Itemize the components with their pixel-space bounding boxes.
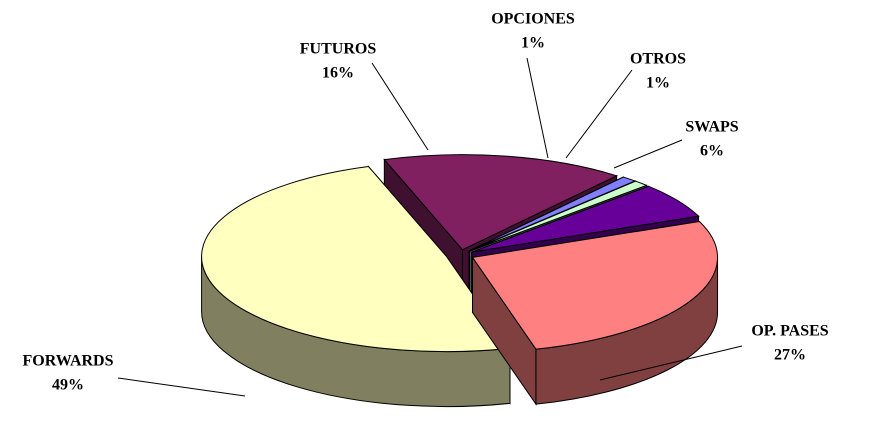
slice-label: FORWARDS bbox=[23, 353, 114, 370]
slice-label: OPCIONES bbox=[491, 11, 575, 28]
slice-label: OP. PASES bbox=[751, 323, 828, 340]
slice-label: FUTUROS bbox=[300, 41, 377, 58]
leader-line bbox=[599, 345, 743, 381]
slice bbox=[383, 154, 619, 251]
slice-label: OTROS bbox=[630, 51, 686, 68]
leader-line bbox=[526, 57, 549, 159]
slice bbox=[201, 166, 511, 353]
slice-value-label: 16% bbox=[322, 65, 354, 82]
slice-label: SWAPS bbox=[685, 119, 738, 136]
slice bbox=[471, 185, 700, 253]
slice-value-label: 1% bbox=[521, 35, 545, 52]
slice-value-label: 1% bbox=[646, 75, 670, 92]
slice-value-label: 27% bbox=[774, 347, 806, 364]
leader-line bbox=[565, 69, 633, 159]
leader-line bbox=[613, 139, 683, 169]
leader-line bbox=[371, 62, 429, 151]
slice-value-label: 49% bbox=[52, 377, 84, 394]
leader-line bbox=[117, 377, 246, 397]
slice bbox=[469, 180, 649, 252]
slice-value-label: 6% bbox=[700, 143, 724, 160]
slice bbox=[471, 220, 719, 350]
